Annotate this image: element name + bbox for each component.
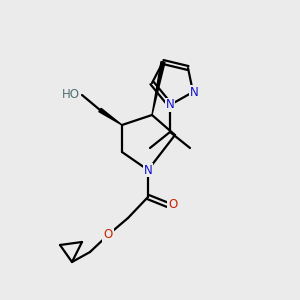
Text: N: N [190, 85, 198, 98]
Text: HO: HO [62, 88, 80, 101]
Polygon shape [152, 61, 165, 115]
Text: N: N [144, 164, 152, 176]
Polygon shape [99, 108, 122, 125]
Text: O: O [168, 199, 178, 212]
Text: O: O [103, 229, 112, 242]
Text: N: N [166, 98, 174, 112]
